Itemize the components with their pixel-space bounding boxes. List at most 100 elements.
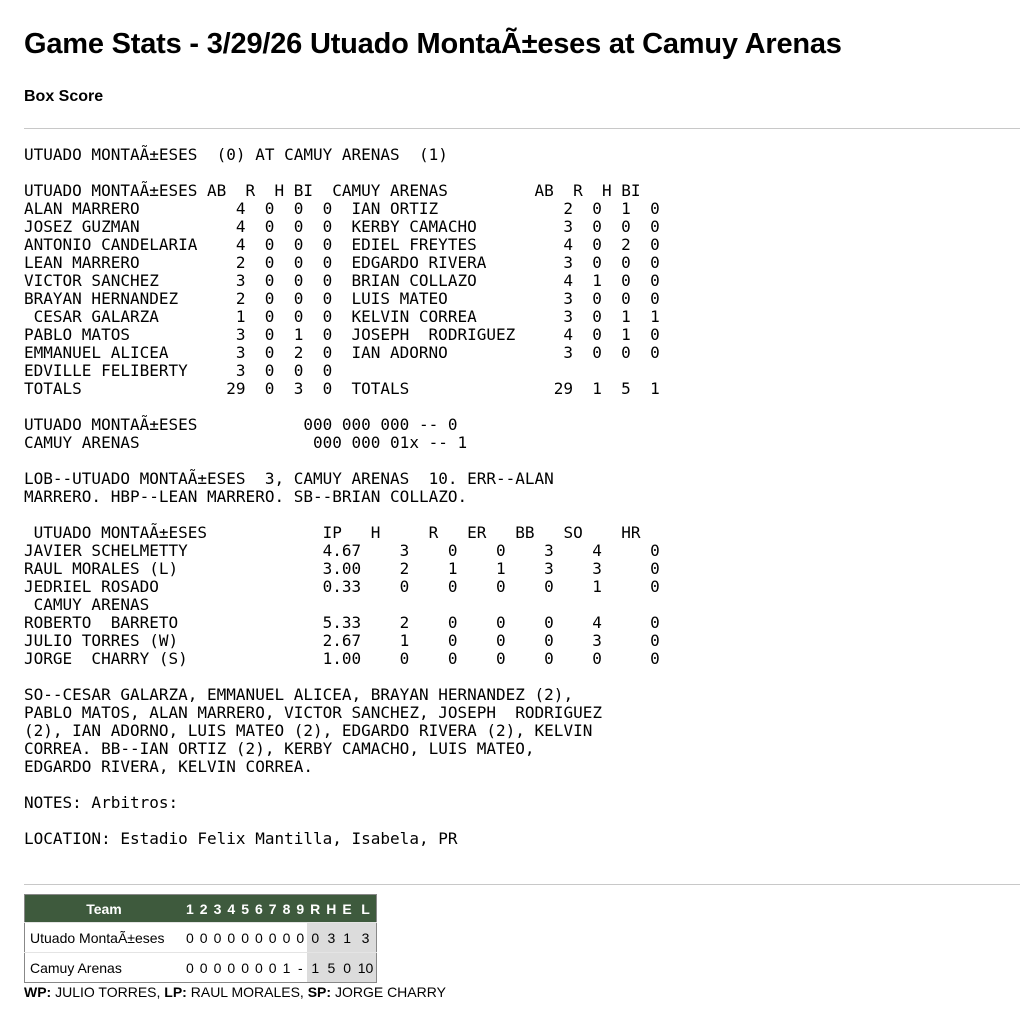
batting-row: ANTONIO CANDELARIA 4 0 0 0 EDIEL FREYTES 4 0 2 0: [24, 236, 660, 254]
home-player: KERBY CAMACHO: [351, 217, 477, 236]
r: 0: [447, 613, 458, 632]
column-header: H: [323, 894, 340, 923]
away-h: 0: [293, 235, 304, 254]
ip: 1.00: [322, 649, 362, 668]
home-r: 0: [592, 307, 602, 326]
batting-row: ALAN MARRERO 4 0 0 0 IAN ORTIZ 2 0 1 0: [24, 200, 660, 218]
total-cell: 3: [354, 922, 377, 953]
h: 2: [399, 559, 410, 578]
so-bb-line: EDGARDO RIVERA, KELVIN CORREA.: [24, 757, 313, 776]
inning-cell: 0: [251, 952, 266, 983]
away-r: 0: [264, 199, 275, 218]
away-player: LEAN MARRERO: [24, 253, 140, 272]
home-ab: 2: [563, 199, 574, 218]
home-r: 0: [592, 235, 602, 254]
home-h: 1: [621, 199, 631, 218]
away-h: 0: [293, 217, 304, 236]
batting-row: CESAR GALARZA 1 0 0 0 KELVIN CORREA 3 0 1 1: [24, 308, 660, 326]
h: 2: [399, 613, 410, 632]
home-h: 0: [621, 271, 631, 290]
h: 1: [399, 631, 410, 650]
er: 0: [495, 649, 506, 668]
home-h: 5: [621, 379, 631, 398]
batting-row: VICTOR SANCHEZ 3 0 0 0 BRIAN COLLAZO 4 1 0 0: [24, 272, 660, 290]
home-ab: 3: [563, 343, 574, 362]
home-player: BRIAN COLLAZO: [351, 271, 477, 290]
away-ab: 3: [235, 325, 246, 344]
home-player: EDGARDO RIVERA: [351, 253, 487, 272]
hr: 0: [650, 631, 660, 650]
r: 0: [447, 631, 458, 650]
home-player: EDIEL FREYTES: [351, 235, 477, 254]
away-bi: 0: [322, 379, 333, 398]
page-title: Game Stats - 3/29/26 Utuado MontaÃ±eses …: [24, 28, 842, 60]
home-bi: 0: [650, 235, 660, 254]
away-ab: 2: [235, 289, 246, 308]
home-player: LUIS MATEO: [351, 289, 448, 308]
home-h: 1: [621, 307, 631, 326]
home-ab: 4: [563, 235, 574, 254]
pitcher: ROBERTO BARRETO: [24, 613, 179, 632]
ip: 0.33: [322, 577, 362, 596]
away-player: TOTALS: [24, 379, 82, 398]
home-r: 0: [592, 289, 602, 308]
location-line: LOCATION: Estadio Felix Mantilla, Isabel…: [24, 829, 458, 848]
home-bi: 1: [650, 379, 660, 398]
box-score-text: UTUADO MONTAÃ±ESES (0) AT CAMUY ARENAS (…: [24, 146, 660, 848]
ip: 3.00: [322, 559, 362, 578]
so: 4: [592, 541, 602, 560]
so: 4: [592, 613, 602, 632]
away-bi: 0: [322, 271, 333, 290]
h: 3: [399, 541, 410, 560]
away-bi: 0: [322, 289, 333, 308]
ip: 5.33: [322, 613, 362, 632]
away-ab: 4: [235, 199, 246, 218]
away-player: EDVILLE FELIBERTY: [24, 361, 188, 380]
inning-cell: 0: [279, 922, 294, 953]
away-h: 0: [293, 307, 304, 326]
away-r: 0: [264, 325, 275, 344]
lob-line: LOB--UTUADO MONTAÃ±ESES 3, CAMUY ARENAS …: [24, 469, 554, 488]
total-cell: 0: [307, 922, 324, 953]
batting-row: EDVILLE FELIBERTY 3 0 0 0: [24, 362, 660, 380]
home-r: 0: [592, 325, 602, 344]
home-player: IAN ADORNO: [351, 343, 448, 362]
away-r: 0: [264, 253, 275, 272]
home-bi: 0: [650, 253, 660, 272]
er: 0: [495, 631, 506, 650]
home-ab: 29: [553, 379, 574, 398]
divider: [24, 884, 1020, 885]
h: 0: [399, 649, 410, 668]
ip: 4.67: [322, 541, 362, 560]
away-bi: 0: [322, 343, 333, 362]
away-player: EMMANUEL ALICEA: [24, 343, 169, 362]
team-name: Camuy Arenas: [24, 952, 183, 983]
away-r: 0: [264, 289, 275, 308]
inning-cell: 0: [265, 922, 280, 953]
column-header: R: [307, 894, 324, 923]
inning-cell: 0: [183, 922, 197, 953]
home-ab: 3: [563, 289, 574, 308]
hr: 0: [650, 559, 660, 578]
away-h: 2: [293, 343, 304, 362]
hr: 0: [650, 649, 660, 668]
inning-cell: -: [293, 952, 308, 983]
away-bi: 0: [322, 361, 333, 380]
home-h: 2: [621, 235, 631, 254]
column-header: 1: [183, 894, 197, 923]
away-player: CESAR GALARZA: [24, 307, 159, 326]
home-h: 0: [621, 289, 631, 308]
home-r: 1: [592, 379, 602, 398]
blank-line: [24, 164, 660, 182]
inning-cell: 0: [210, 952, 225, 983]
away-player: ANTONIO CANDELARIA: [24, 235, 198, 254]
column-header: 3: [210, 894, 225, 923]
blank-line: [24, 452, 660, 470]
home-player: KELVIN CORREA: [351, 307, 477, 326]
away-player: BRAYAN HERNANDEZ: [24, 289, 179, 308]
inning-cell: 0: [238, 952, 252, 983]
home-ab: 3: [563, 253, 574, 272]
column-header: 4: [224, 894, 239, 923]
so-bb-line: CORREA. BB--IAN ORTIZ (2), KERBY CAMACHO…: [24, 739, 535, 758]
losing-pitcher: RAUL MORALES,: [186, 984, 308, 1000]
